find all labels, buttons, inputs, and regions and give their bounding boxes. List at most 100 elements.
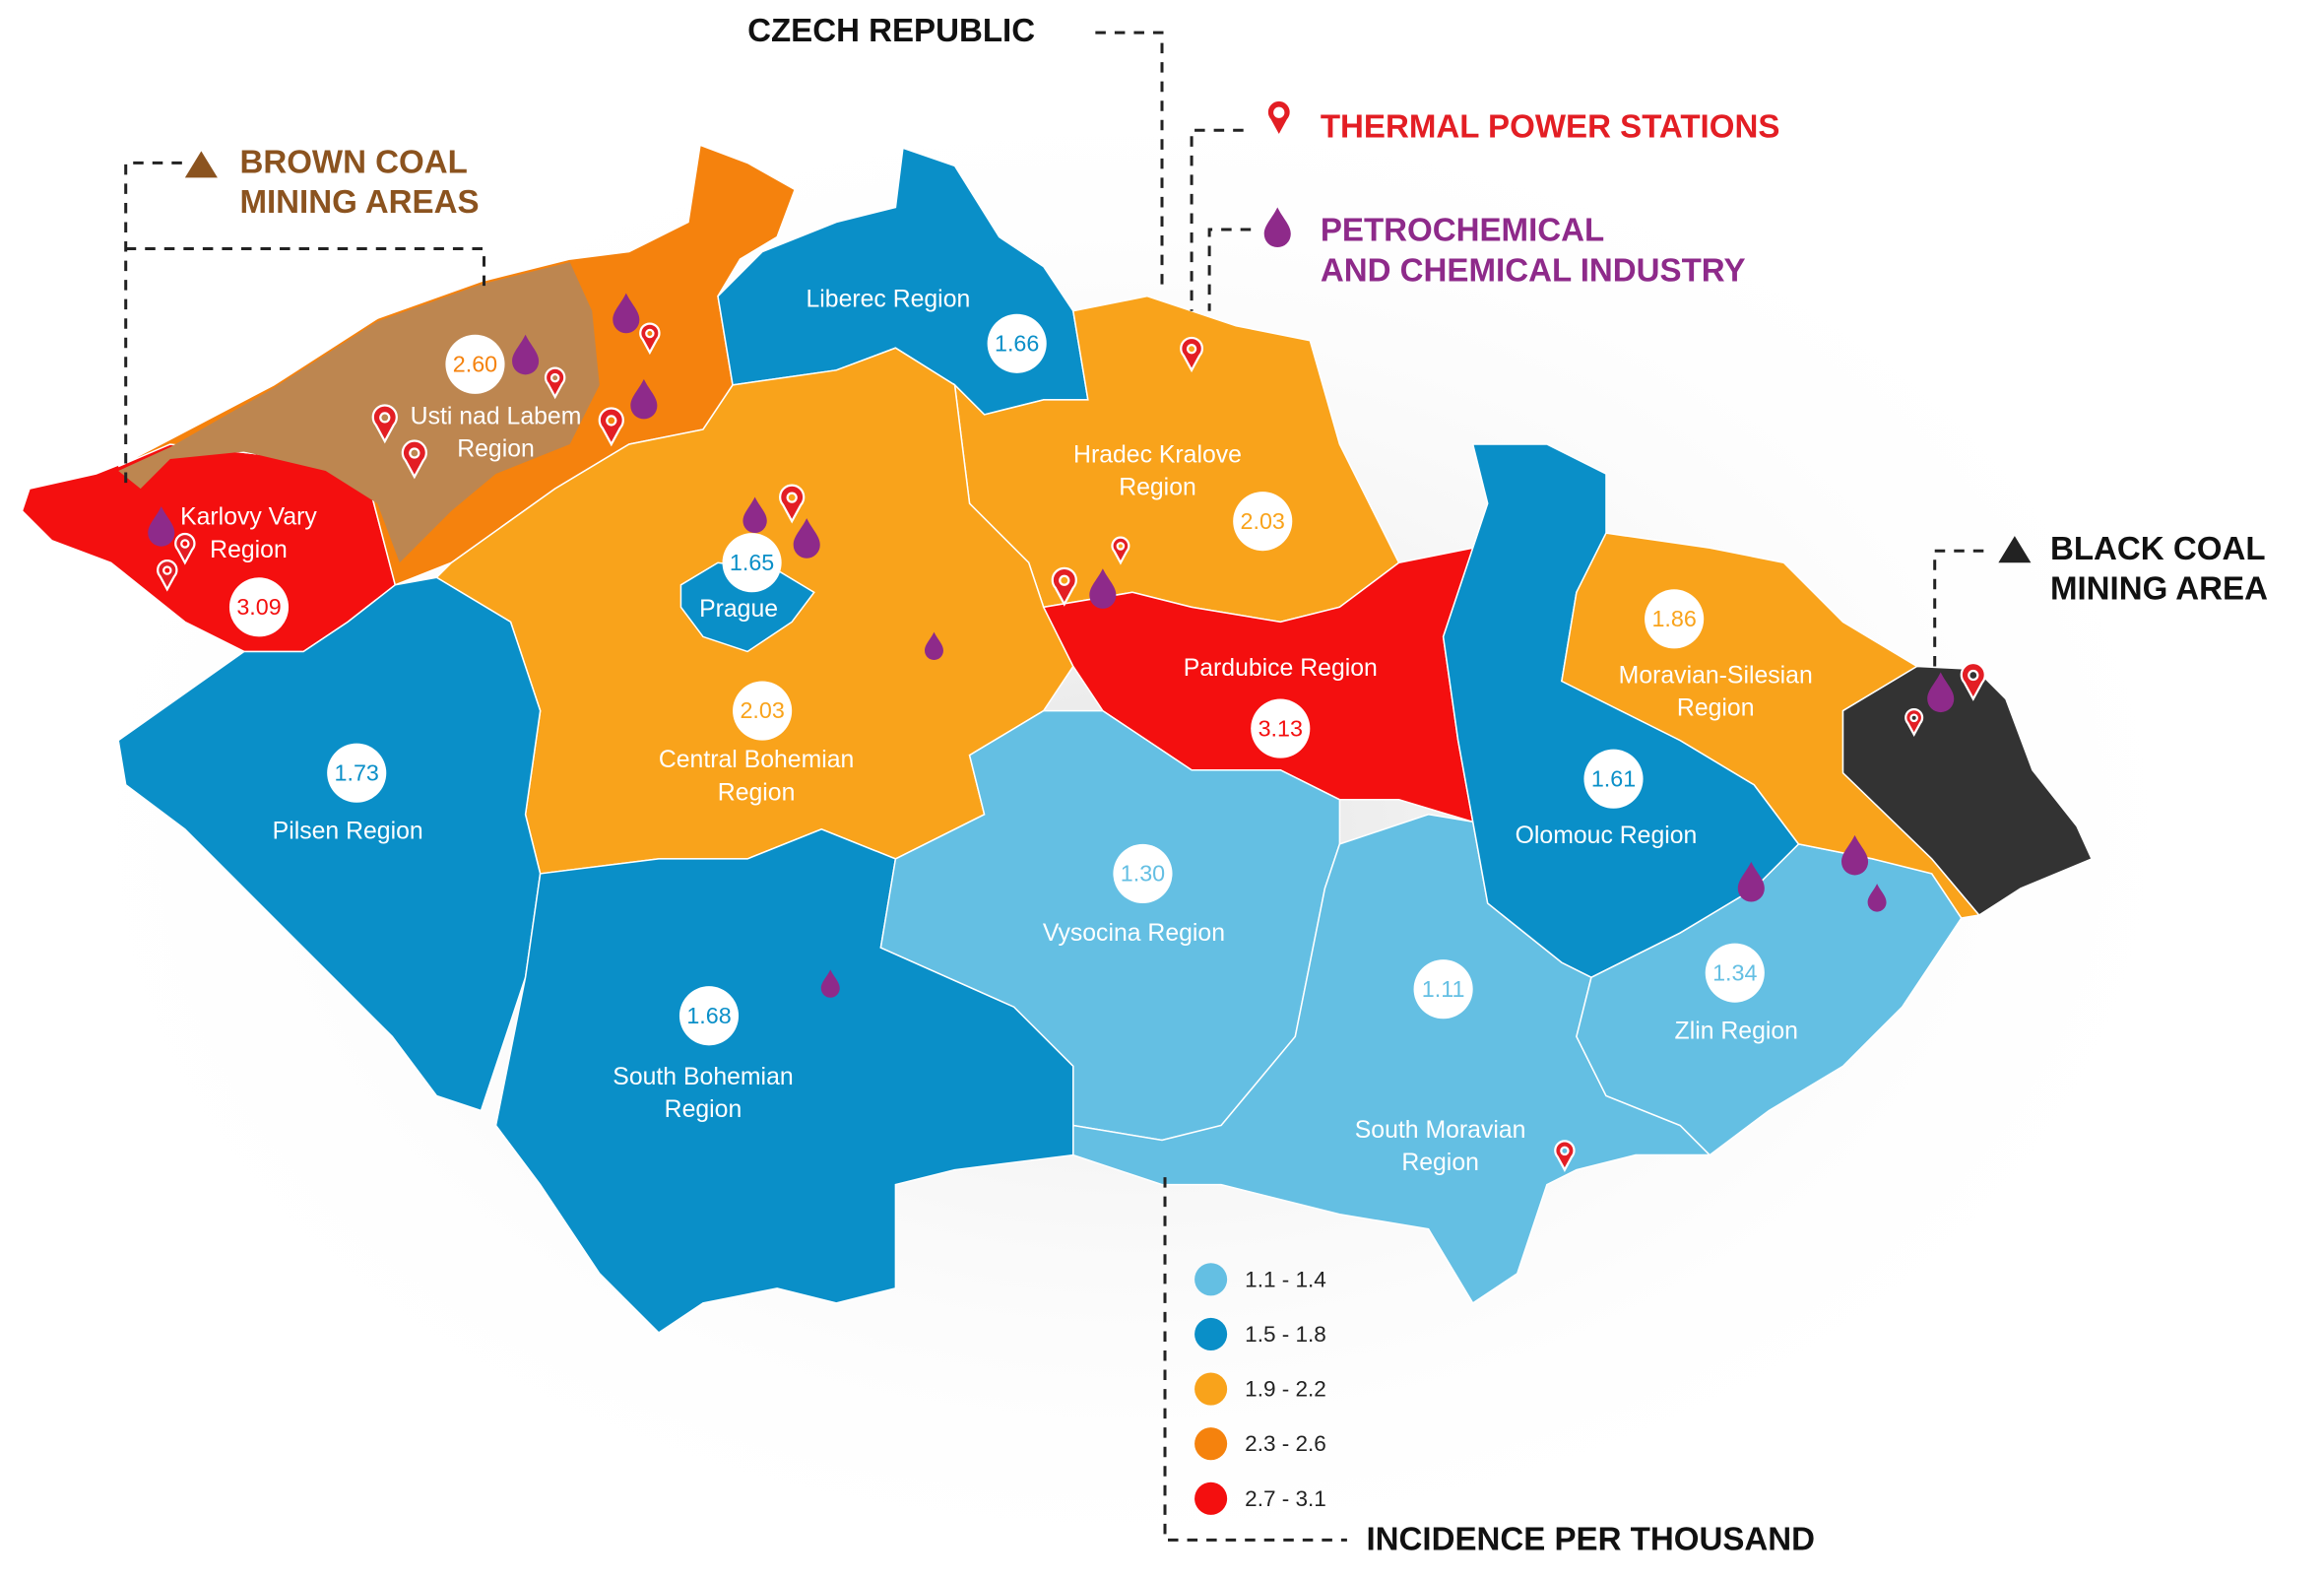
legend-swatch: [1194, 1372, 1228, 1406]
petrochemical-drop: [1927, 672, 1955, 713]
petrochemical-drop: [1737, 861, 1765, 902]
leader-line: [1933, 549, 1984, 667]
region-name: Region: [1677, 695, 1755, 722]
leader-line: [1095, 31, 1164, 290]
region-labels: Karlovy Vary Region 3.09 Usti nad Labem Regi…: [180, 287, 1813, 1176]
value-bubble: [1251, 698, 1311, 758]
thermal-power-pin: [174, 532, 196, 565]
region-value: 1.65: [730, 550, 774, 575]
region-name: Region: [1119, 475, 1196, 501]
region-name: Prague: [699, 596, 778, 623]
legend: 1.1 - 1.4 1.5 - 1.8 1.9 - 2.2 2.3 - 2.6 2.7 …: [1194, 1263, 1815, 1558]
region-name: Hradec Kralove: [1073, 442, 1242, 469]
legend-swatch: [1194, 1317, 1228, 1350]
region-value: 2.03: [740, 697, 784, 723]
value-bubble: [987, 313, 1047, 373]
region-name: South Bohemian: [613, 1064, 793, 1090]
thermal-power-pin: [544, 366, 566, 400]
thermal-power-pin: [1904, 707, 1924, 737]
thermal-power-pin: [401, 439, 427, 480]
region-name: Region: [210, 537, 288, 563]
annotation-petrochemical: AND CHEMICAL INDUSTRY: [1321, 252, 1746, 289]
leader-line: [1207, 228, 1252, 311]
thermal-power-pin: [779, 484, 806, 524]
region-name: Region: [1401, 1150, 1479, 1176]
region-name: Region: [665, 1096, 742, 1123]
region-value: 1.30: [1121, 861, 1165, 887]
petrochemical-drop: [1867, 884, 1887, 912]
annotation-black-coal: BLACK COAL: [2050, 531, 2266, 567]
petrochemical-drop: [820, 969, 840, 998]
leader-line: [1163, 1177, 1347, 1542]
country-title: CZECH REPUBLIC: [747, 13, 1035, 49]
thermal-power-pin: [1265, 99, 1292, 139]
value-bubble: [1705, 943, 1765, 1003]
brown-coal-icon: [184, 151, 218, 178]
region-name: Region: [718, 779, 796, 806]
black-coal-icon: [1998, 536, 2032, 563]
region-value: 1.73: [335, 759, 379, 785]
region-name: Pardubice Region: [1184, 655, 1378, 682]
petrochemical-drop: [1263, 207, 1291, 248]
region-name: Vysocina Region: [1043, 920, 1225, 947]
legend-label: 1.5 - 1.8: [1245, 1322, 1326, 1347]
region-value: 3.09: [236, 594, 281, 620]
petrochemical-drop: [148, 506, 175, 547]
value-bubble: [722, 533, 782, 593]
legend-title: INCIDENCE PER THOUSAND: [1366, 1522, 1815, 1558]
value-bubble: [678, 986, 740, 1046]
region-value: 3.13: [1259, 715, 1303, 741]
value-bubble: [1645, 589, 1705, 649]
region-value: 1.86: [1651, 606, 1696, 631]
value-bubble: [327, 743, 387, 803]
petrochemical-drop: [742, 496, 767, 534]
petrochemical-drop: [1841, 834, 1869, 876]
thermal-power-pin: [371, 404, 398, 444]
region-value: 2.60: [453, 351, 497, 376]
value-bubble: [1113, 843, 1173, 904]
legend-swatch: [1194, 1263, 1228, 1296]
annotation-petrochemical: PETROCHEMICAL: [1321, 213, 1604, 249]
annotation-brown-coal: BROWN COAL: [239, 145, 467, 181]
legend-label: 1.9 - 2.2: [1245, 1377, 1326, 1402]
region-name: Zlin Region: [1675, 1018, 1798, 1044]
thermal-power-pin: [598, 407, 624, 447]
region-name: Central Bohemian: [659, 747, 854, 773]
region-name: Liberec Region: [806, 287, 970, 313]
value-bubble: [1233, 492, 1293, 552]
petrochemical-drop: [613, 293, 640, 334]
thermal-power-pin: [1111, 536, 1130, 565]
regions: [21, 144, 1981, 1334]
petrochemical-drop: [925, 631, 943, 661]
petrochemical-drop: [512, 334, 540, 375]
value-bubble: [445, 334, 505, 394]
legend-label: 1.1 - 1.4: [1245, 1267, 1326, 1291]
legend-label: 2.7 - 3.1: [1245, 1486, 1326, 1511]
region-value: 1.61: [1591, 765, 1636, 791]
value-bubble: [1583, 749, 1644, 809]
region: [117, 576, 542, 1112]
region-value: 1.34: [1712, 959, 1757, 985]
petrochemical-drop: [793, 518, 820, 559]
icons: [148, 99, 1986, 1172]
region: [494, 828, 1074, 1334]
petrochemical-drop: [630, 378, 658, 420]
annotation-black-coal: MINING AREA: [2050, 571, 2268, 608]
thermal-power-pin: [1180, 336, 1204, 373]
region-name: Usti nad Labem: [411, 403, 582, 429]
thermal-power-pin: [1051, 566, 1077, 607]
region-name: Olomouc Region: [1516, 823, 1698, 849]
annotation-thermal: THERMAL POWER STATIONS: [1321, 109, 1780, 146]
region-name: Pilsen Region: [273, 818, 423, 844]
region-value: 1.11: [1422, 976, 1465, 1002]
thermal-power-pin: [1960, 661, 1986, 701]
region-name: South Moravian: [1355, 1117, 1526, 1144]
petrochemical-drop: [1089, 568, 1117, 609]
legend-swatch: [1194, 1427, 1228, 1461]
thermal-power-pin: [639, 322, 661, 356]
value-bubble: [1413, 959, 1473, 1020]
region-name: Region: [457, 436, 535, 463]
